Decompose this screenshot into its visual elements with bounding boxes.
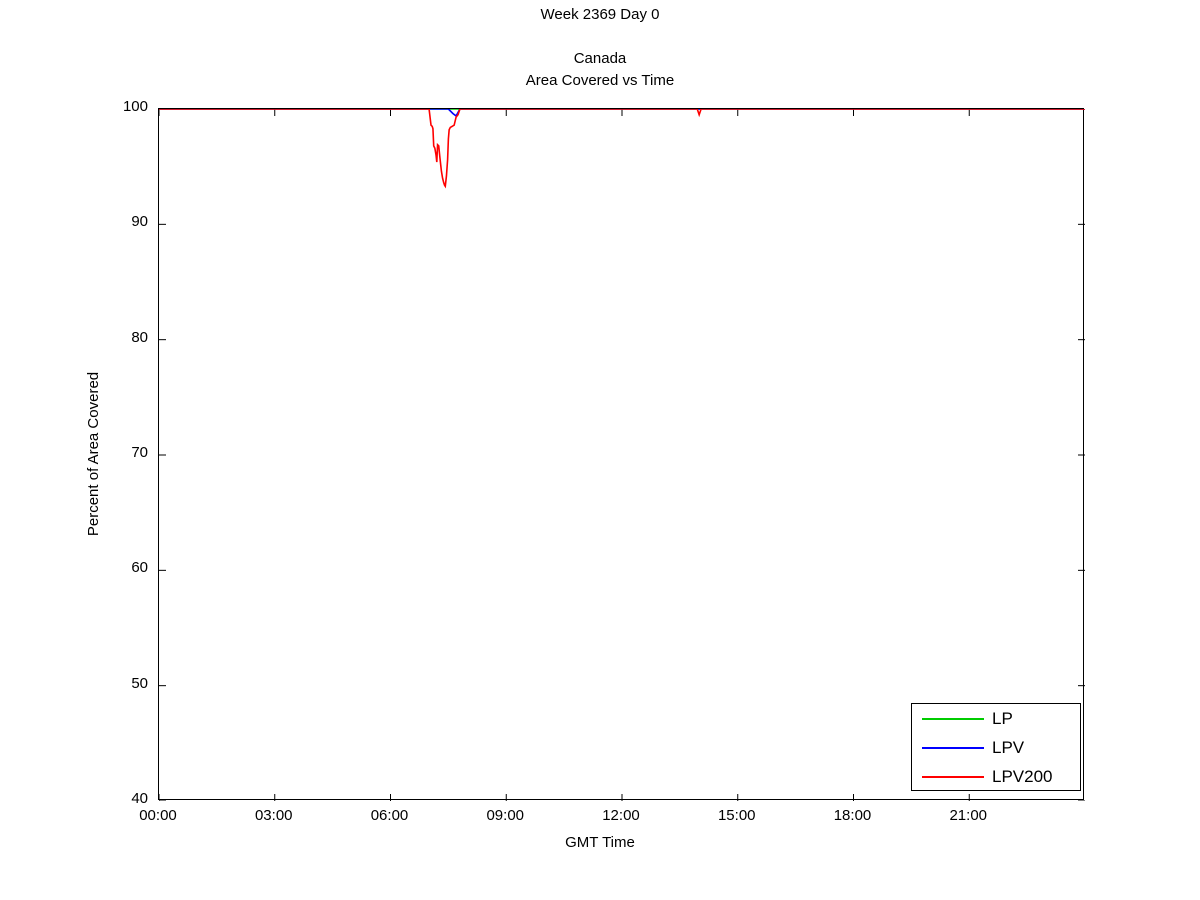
legend-item-lpv200[interactable]: LPV200 (912, 762, 1082, 791)
legend-label: LPV200 (992, 767, 1053, 786)
legend-swatch-lpv (922, 746, 984, 749)
x-tick-label: 09:00 (486, 807, 525, 824)
x-axis-label: GMT Time (565, 834, 635, 851)
x-tick-label: 21:00 (949, 807, 988, 824)
legend-box[interactable]: LP LPV LPV200 (911, 703, 1081, 791)
series-line-lpv (159, 109, 1085, 118)
y-tick-label: 40 (131, 790, 148, 807)
y-tick-label: 70 (131, 444, 148, 461)
x-tick-label: 03:00 (254, 807, 293, 824)
x-tick-label: 15:00 (717, 807, 756, 824)
y-tick-label: 50 (131, 674, 148, 692)
legend-label: LP (992, 709, 1013, 728)
x-tick-label: 00:00 (139, 807, 177, 824)
x-tick-label: 06:00 (370, 807, 409, 824)
y-tick-label: 60 (131, 559, 148, 577)
legend-swatch-lpv200 (922, 775, 984, 778)
y-tick-label: 80 (131, 328, 148, 346)
series-line-lpv200 (159, 109, 1085, 189)
axes-title: Canada Area Covered vs Time (0, 48, 1200, 92)
legend-swatch-lp (922, 717, 984, 720)
data-series-group (159, 109, 1085, 189)
x-tick-label: 18:00 (833, 807, 872, 824)
plot-area (158, 108, 1085, 801)
legend-item-lpv[interactable]: LPV (912, 733, 1082, 762)
x-tick-label: 12:00 (602, 807, 640, 824)
figure-suptitle: Week 2369 Day 0 (540, 6, 660, 23)
axes-title-line1: Canada (573, 50, 627, 67)
axes-title-line2: Area Covered vs Time (525, 72, 675, 89)
y-tick-label: 100 (122, 98, 148, 115)
legend-item-lp[interactable]: LP (912, 704, 1082, 733)
y-tick-label: 90 (131, 213, 148, 231)
axis-ticks (159, 109, 1085, 801)
legend-label: LPV (992, 738, 1025, 757)
plot-svg (159, 109, 1085, 801)
